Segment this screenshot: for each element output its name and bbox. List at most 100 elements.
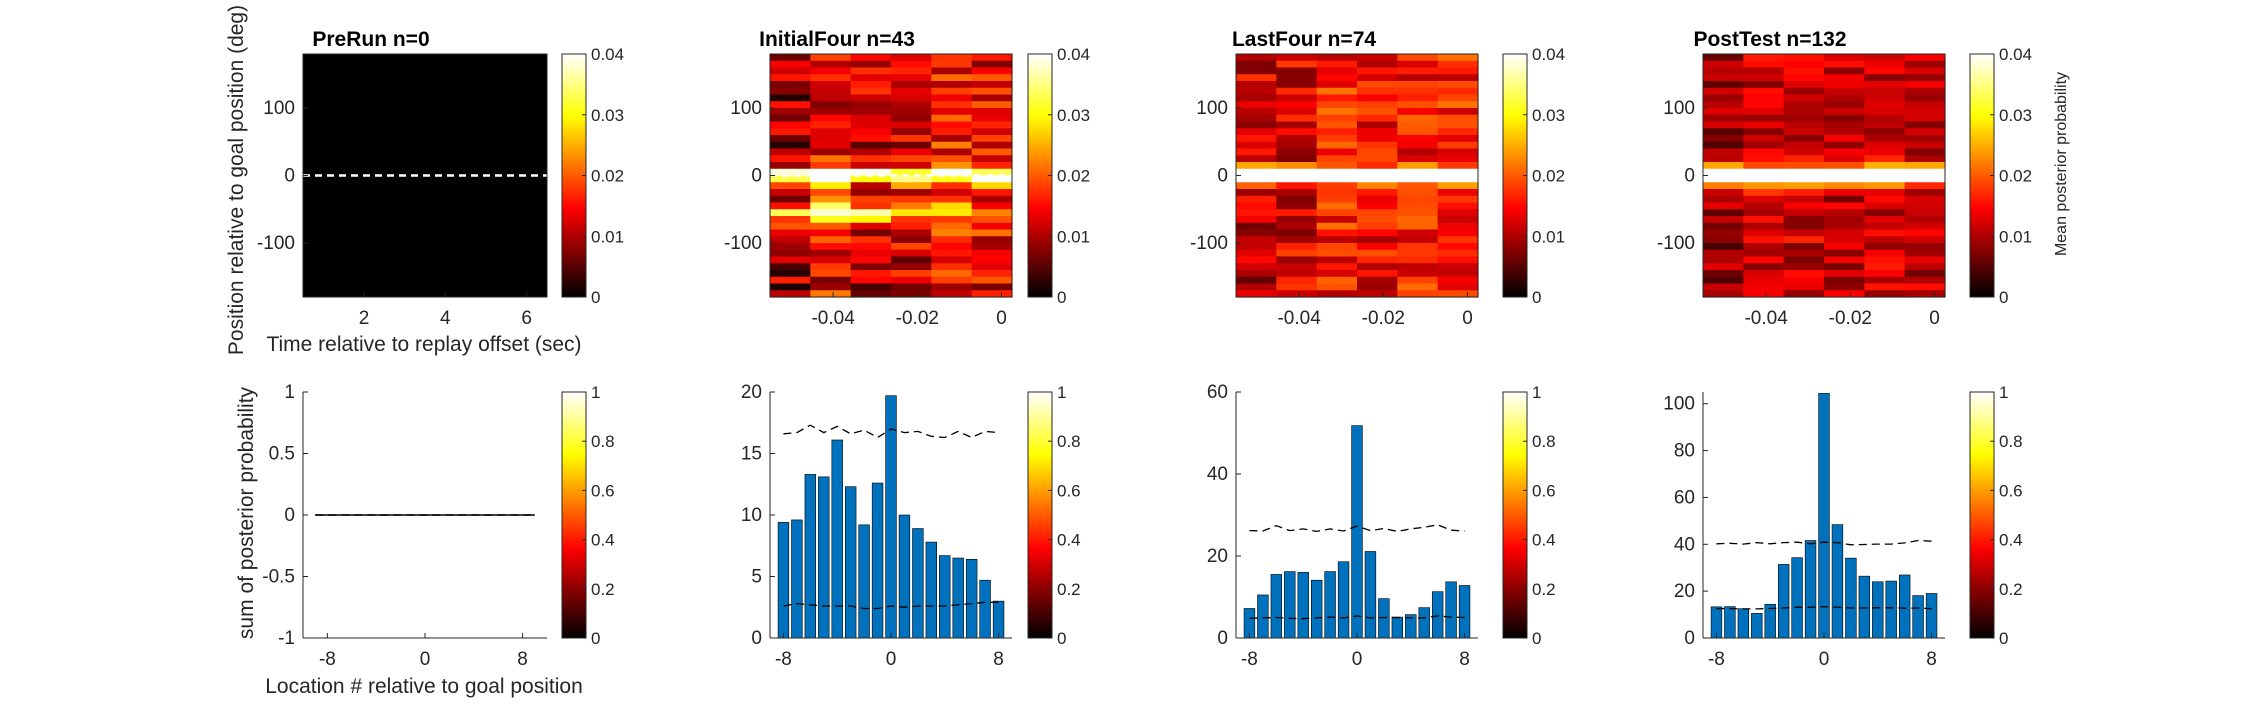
heatmap-cell [1783, 60, 1825, 69]
heatmap-cell [1397, 67, 1439, 75]
heatmap-cell [1357, 276, 1398, 285]
colorbar [1502, 391, 1528, 639]
heatmap-cell [931, 128, 973, 136]
heatmap-cell [1357, 94, 1398, 102]
heatmap-cell [1783, 81, 1825, 89]
colorbar-tick-label: 0.01 [1057, 227, 1090, 246]
heatmap-cell [1743, 249, 1785, 258]
heatmap-cell [1397, 243, 1439, 251]
heatmap-cell [850, 283, 892, 291]
heatmap-cell [850, 290, 892, 298]
heatmap-cell [1316, 249, 1358, 258]
heatmap-cell [1437, 216, 1479, 224]
heatmap-cell [770, 60, 811, 69]
heatmap-cell [1397, 94, 1439, 102]
heatmap-cell [1783, 270, 1825, 278]
heatmap-cell [1743, 135, 1785, 143]
heatmap-cell [1783, 189, 1825, 197]
heatmap-cell [1743, 155, 1785, 163]
heatmap-cell [1824, 243, 1865, 251]
heatmap-cell [1236, 128, 1277, 136]
heatmap-cell [1783, 148, 1825, 156]
heatmap-cell [1703, 148, 1744, 156]
heatmap-cell [1824, 168, 1865, 177]
colorbar [1969, 53, 1995, 298]
heatmap-cell [850, 108, 892, 116]
colorbar-tick-label: 0.03 [1999, 106, 2032, 125]
bar [898, 514, 911, 639]
bar [1777, 564, 1790, 639]
heatmap-cell [971, 283, 1013, 291]
heatmap-cell [1743, 54, 1785, 62]
heatmap-cell [1316, 290, 1358, 298]
heatmap-cell [1864, 236, 1906, 244]
heatmap-cell [1824, 54, 1865, 62]
heatmap-cell [850, 195, 892, 204]
heatmap-cell [1437, 175, 1479, 183]
bar [1297, 572, 1309, 639]
heatmap-cell [1276, 60, 1318, 69]
heatmap-cell [1904, 67, 1946, 75]
x-tick-label: 0 [420, 649, 431, 670]
heatmap-cell [1437, 182, 1479, 190]
x-tick-label: -8 [1708, 649, 1725, 670]
heatmap-cell [1743, 87, 1785, 96]
heatmap-cell [1276, 229, 1318, 237]
heatmap-cell [770, 101, 811, 109]
y-tick-label: 60 [1207, 382, 1228, 403]
heatmap-cell [770, 67, 811, 75]
heatmap-cell [1437, 108, 1479, 116]
x-tick-label: -0.04 [1277, 308, 1321, 329]
heatmap-cell [1824, 270, 1865, 278]
heatmap-cell [891, 175, 932, 183]
heatmap-cell [1703, 168, 1744, 177]
heatmap-cell [850, 155, 892, 163]
x-tick-label: 0 [886, 649, 897, 670]
heatmap-cell [1904, 135, 1946, 143]
heatmap-cell [1236, 168, 1277, 177]
heatmap-cell [971, 121, 1013, 129]
heatmap-cell [1703, 236, 1744, 244]
heatmap-cell [1824, 108, 1865, 116]
heatmap-cell [891, 155, 932, 163]
heatmap-cell [971, 128, 1013, 136]
heatmap-cell [1783, 256, 1825, 264]
bar [844, 486, 857, 639]
y-tick-label: -0.5 [262, 567, 295, 588]
heatmap-cell [1864, 229, 1906, 237]
heatmap-cell [971, 276, 1013, 285]
bar-panel-0: 1 0.5 0 -0.5 -1 -8 0 8 0 0.2 0.4 0.6 0.8 1 [262, 382, 614, 670]
heatmap-cell [1397, 222, 1439, 231]
heatmap-cell [891, 209, 932, 217]
heatmap-cell [1864, 67, 1906, 75]
heatmap-cell [1743, 108, 1785, 116]
heatmap-cell [1357, 168, 1398, 177]
heatmap-cell [770, 263, 811, 271]
heatmap-cell [1316, 162, 1358, 170]
heatmap-cell [1236, 249, 1277, 258]
heatmap-cell [1437, 162, 1479, 170]
heatmap-cell [971, 290, 1013, 298]
heatmap-title-initialfour: InitialFour n=43 [759, 28, 915, 51]
heatmap-cell [1397, 148, 1439, 156]
colorbar-tick-label: 0.8 [1057, 432, 1081, 451]
heatmap-cell [891, 222, 932, 231]
heatmap-cell [810, 148, 852, 156]
heatmap-cell [1236, 209, 1277, 217]
heatmap-cell [971, 81, 1013, 89]
y-tick-label: 100 [1663, 98, 1695, 119]
heatmap-cell [810, 270, 852, 278]
bar [1845, 557, 1857, 639]
heatmap-cell [1236, 256, 1277, 264]
heatmap-cell [850, 270, 892, 278]
heatmap-cell [1824, 121, 1865, 129]
heatmap-cell [1357, 81, 1398, 89]
colorbar-tick-label: 0 [1532, 629, 1541, 648]
heatmap-cell [1276, 195, 1318, 204]
y-tick-label: 0.5 [269, 444, 295, 465]
heatmap-cell [1357, 270, 1398, 278]
heatmap-cell [1276, 270, 1318, 278]
heatmap-cell [770, 114, 811, 123]
heatmap-cell [931, 209, 973, 217]
heatmap-cell [1904, 189, 1946, 197]
